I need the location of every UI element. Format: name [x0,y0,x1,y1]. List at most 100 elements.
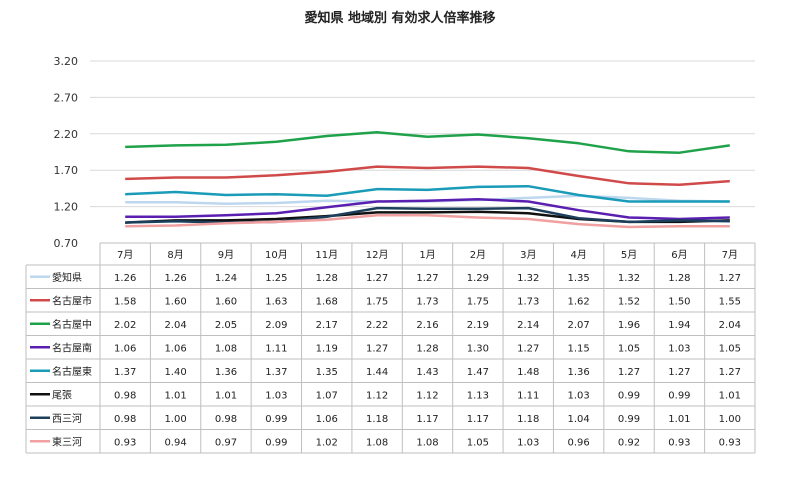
data-label: 0.93 [719,437,741,448]
data-label: 1.32 [618,273,640,284]
data-label: 1.27 [668,367,690,378]
data-label: 1.47 [467,367,489,378]
y-tick-label: 0.70 [54,237,79,250]
data-label: 2.14 [517,320,539,331]
series-line [125,198,730,221]
x-category-label: 1月 [419,249,435,261]
data-label: 1.28 [316,273,338,284]
legend-series-name: 西三河 [52,413,82,425]
data-label: 0.94 [164,437,186,448]
y-tick-label: 1.70 [54,164,79,177]
data-label: 1.17 [416,414,438,425]
data-label: 0.99 [618,414,640,425]
data-label: 1.08 [366,437,388,448]
data-label: 0.99 [265,414,287,425]
data-label: 1.05 [618,343,640,354]
data-label: 1.05 [467,437,489,448]
data-label: 1.08 [416,437,438,448]
data-label: 0.93 [114,437,136,448]
data-label: 1.35 [568,273,590,284]
data-label: 1.60 [215,296,237,307]
x-category-label: 6月 [671,249,687,261]
data-label: 0.97 [215,437,237,448]
data-label: 1.27 [719,367,741,378]
data-label: 1.36 [215,367,237,378]
series-line [125,131,730,154]
data-label: 1.05 [719,343,741,354]
data-label: 1.73 [517,296,539,307]
data-label: 1.19 [316,343,338,354]
data-label: 1.50 [668,296,690,307]
data-label: 1.01 [668,414,690,425]
data-label: 1.75 [366,296,388,307]
data-label: 0.98 [215,414,237,425]
data-label: 1.01 [215,390,237,401]
data-label: 1.43 [416,367,438,378]
chart-title: 愛知県 地域別 有効求人倍率推移 [304,10,495,26]
data-label: 1.24 [215,273,237,284]
x-category-label: 5月 [621,249,637,261]
data-label: 1.27 [366,343,388,354]
data-label: 1.03 [517,437,539,448]
x-category-label: 3月 [520,249,536,261]
data-label: 2.09 [265,320,287,331]
data-label: 1.37 [265,367,287,378]
y-tick-label: 1.20 [54,201,79,214]
data-label: 2.22 [366,320,388,331]
data-label: 1.37 [114,367,136,378]
data-label: 1.04 [568,414,590,425]
y-axis-ticks: 0.70 1.20 1.70 2.20 2.70 3.20 [54,55,79,250]
data-label: 1.18 [366,414,388,425]
data-label: 1.01 [164,390,186,401]
legend-series-name: 名古屋東 [52,365,92,378]
data-label: 1.75 [467,296,489,307]
data-label: 0.98 [114,390,136,401]
data-label: 2.05 [215,320,237,331]
data-label: 1.00 [164,414,186,425]
data-label: 1.62 [568,296,590,307]
data-label: 1.55 [719,296,741,307]
x-category-label: 7月 [117,249,133,261]
data-label: 1.28 [668,273,690,284]
data-label: 1.52 [618,296,640,307]
grid-layer [90,60,755,208]
series-line [125,184,730,203]
data-label: 0.92 [618,437,640,448]
data-label: 1.73 [416,296,438,307]
legend-series-name: 東三河 [52,435,82,448]
data-label: 2.02 [114,320,136,331]
series-lines [125,131,730,229]
legend-series-name: 名古屋市 [52,294,92,307]
data-label: 1.96 [618,320,640,331]
data-label: 2.19 [467,320,489,331]
data-label: 0.99 [265,437,287,448]
data-label: 2.04 [719,320,741,331]
data-label: 1.29 [467,273,489,284]
data-label: 2.04 [164,320,186,331]
data-label: 1.03 [265,390,287,401]
data-label: 1.27 [618,367,640,378]
data-label: 1.12 [416,390,438,401]
data-label: 1.01 [719,390,741,401]
data-label: 1.26 [164,273,186,284]
data-label: 0.99 [618,390,640,401]
data-label: 1.58 [114,296,136,307]
legend-series-name: 名古屋南 [52,341,92,354]
x-category-label: 2月 [470,249,486,261]
data-label: 1.07 [316,390,338,401]
data-label: 1.13 [467,390,489,401]
x-category-label: 4月 [570,249,586,261]
data-label: 1.18 [517,414,539,425]
data-label: 1.63 [265,296,287,307]
data-label: 1.26 [114,273,136,284]
data-label: 1.36 [568,367,590,378]
data-label: 1.44 [366,367,388,378]
x-category-label: 12月 [366,249,389,261]
x-category-label: 9月 [218,249,234,261]
data-label: 1.25 [265,273,287,284]
data-label: 1.60 [164,296,186,307]
series-line [125,214,730,229]
data-label: 1.11 [265,343,287,354]
